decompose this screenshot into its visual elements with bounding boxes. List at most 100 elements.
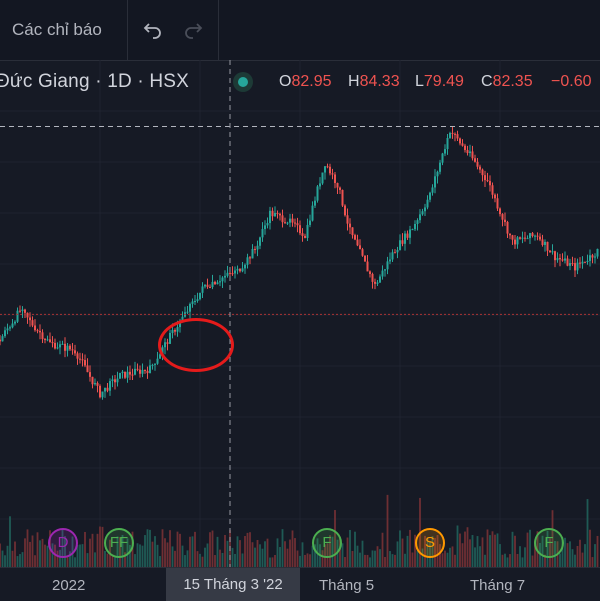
volume-bar (286, 548, 289, 567)
time-axis[interactable]: 2022 Tháng 5 Tháng 7 15 Tháng 3 '22 (0, 567, 600, 601)
event-split-icon[interactable]: S (415, 528, 445, 558)
candle-body (74, 350, 76, 354)
top-toolbar: Các chỉ báo (0, 0, 600, 61)
candle-body (486, 180, 489, 182)
candle-body (376, 282, 379, 284)
candle-body (469, 151, 471, 154)
candle-body (524, 237, 526, 239)
candle-body (16, 310, 19, 322)
redo-arrow-icon[interactable] (182, 19, 204, 41)
volume-bar (284, 541, 286, 567)
volume-bar (144, 535, 146, 567)
time-tick: Tháng 5 (319, 577, 375, 594)
candle-body (341, 189, 344, 206)
candle-body (349, 223, 351, 228)
volume-bar (14, 541, 16, 567)
volume-bar (499, 544, 501, 567)
market-status-icon[interactable] (233, 72, 253, 92)
candle-body (291, 218, 294, 223)
candle-body (541, 239, 544, 245)
candle-body (266, 223, 269, 226)
candle-body (301, 233, 304, 236)
candle-body (104, 387, 106, 392)
candle-body (121, 371, 124, 374)
candle-body (441, 153, 444, 163)
candle-body (481, 169, 484, 176)
volume-bar (346, 537, 349, 567)
candle-body (24, 309, 26, 313)
candle-body (229, 272, 231, 274)
ohlc-close: C82.35 (481, 73, 533, 90)
candle-body (14, 321, 16, 324)
candle-body (536, 235, 539, 237)
candle-body (411, 229, 414, 231)
candle-body (396, 249, 399, 253)
candle-body (386, 261, 389, 270)
volume-bar (184, 555, 186, 567)
candle-body (96, 383, 99, 386)
volume-bar (509, 554, 511, 567)
volume-bar (159, 556, 161, 567)
candle-body (361, 249, 364, 256)
event-financials-icon[interactable]: F (534, 528, 564, 558)
volume-bar (34, 555, 36, 567)
volume-bar (524, 547, 526, 567)
price-chart[interactable] (0, 0, 600, 567)
candle-body (496, 198, 499, 209)
candle-body (384, 269, 386, 271)
volume-bar (519, 546, 521, 567)
volume-bar (591, 557, 594, 567)
candle-body (464, 145, 466, 151)
volume-bar (209, 532, 211, 567)
candle-body (321, 172, 324, 184)
indicators-button[interactable]: Các chỉ báo (0, 0, 128, 60)
candle-body (489, 181, 491, 186)
volume-bar (74, 557, 76, 567)
event-financials-icon[interactable]: FF (104, 528, 134, 558)
volume-bar (444, 550, 446, 567)
candle-body (156, 358, 159, 364)
event-dividend-icon[interactable]: D (48, 528, 78, 558)
candle-body (19, 310, 21, 312)
volume-bar (271, 557, 274, 567)
candle-body (409, 229, 411, 238)
volume-bar (196, 551, 199, 567)
candle-body (224, 275, 226, 278)
volume-bar (441, 553, 444, 567)
volume-bar (494, 534, 496, 567)
symbol-title[interactable]: Đức Giang · 1D · HSX (0, 71, 190, 92)
symbol-legend: Đức Giang · 1D · HSX O82.95 H84.33 L79.4… (0, 60, 600, 104)
candle-body (244, 264, 246, 269)
annotation-circle[interactable] (158, 318, 234, 372)
volume-bar (384, 556, 386, 567)
candle-body (134, 368, 136, 375)
candle-body (319, 183, 321, 187)
undo-arrow-icon[interactable] (142, 19, 164, 41)
volume-bar (246, 532, 249, 567)
volume-bar (411, 552, 414, 567)
volume-bar (381, 532, 384, 567)
candle-body (36, 330, 39, 332)
candle-body (356, 239, 359, 246)
volume-bar (461, 543, 464, 567)
candle-body (221, 277, 224, 282)
volume-bar (266, 538, 269, 567)
volume-bar (306, 553, 309, 567)
candle-body (439, 162, 441, 172)
candle-body (446, 138, 449, 150)
candle-body (284, 222, 286, 224)
volume-bar (44, 544, 46, 567)
candle-body (106, 387, 109, 391)
candle-body (44, 339, 46, 341)
volume-bar (476, 536, 479, 567)
candle-body (124, 371, 126, 378)
volume-bar (154, 536, 156, 567)
event-financials-icon[interactable]: F (312, 528, 342, 558)
volume-bar (136, 543, 139, 567)
candle-body (371, 273, 374, 282)
candle-body (41, 332, 44, 340)
volume-bar (221, 552, 224, 567)
candle-body (206, 284, 209, 287)
candle-body (581, 261, 584, 264)
volume-bar (309, 554, 311, 567)
